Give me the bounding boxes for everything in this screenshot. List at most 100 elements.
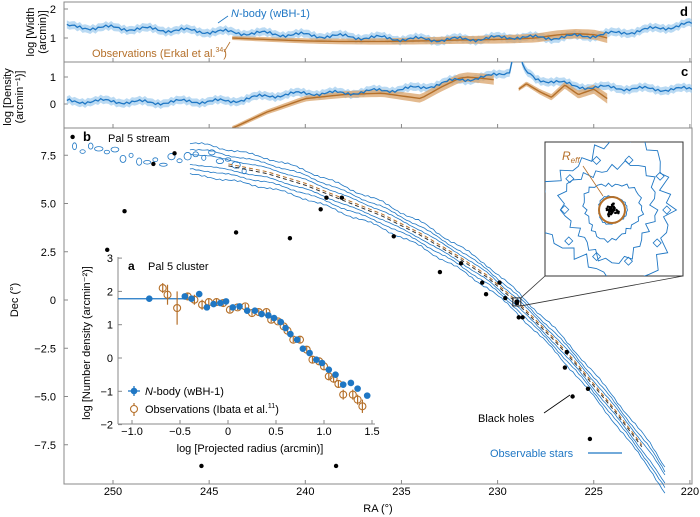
black-hole-point — [339, 195, 345, 200]
y-tick-label: 7.5 — [41, 150, 56, 162]
stream-contour — [189, 153, 666, 476]
black-hole-point — [105, 247, 110, 253]
panel-d-letter: d — [680, 4, 688, 19]
nbody-point — [265, 312, 272, 319]
x-tick-label: 225 — [585, 486, 603, 498]
panel-c-density: 10 — [50, 62, 692, 128]
orbit-dashed-line — [228, 165, 643, 447]
black-holes-label: Black holes — [478, 413, 535, 425]
black-holes-pointer — [543, 394, 571, 414]
black-hole-point — [172, 151, 177, 156]
stream-contour — [189, 173, 666, 494]
black-hole-point — [391, 234, 396, 239]
cluster-star-point — [608, 206, 611, 209]
x-tick-label: 235 — [392, 486, 410, 498]
cluster-zoom-box — [512, 297, 522, 307]
nbody-point — [195, 290, 203, 298]
y-tick-label: 0 — [50, 295, 56, 307]
obs-line — [231, 76, 494, 128]
black-hole-point — [333, 463, 339, 469]
stream-contour-blob — [87, 142, 94, 150]
cluster-zoom-inset — [520, 141, 684, 307]
cluster-star-point — [610, 207, 613, 210]
stream-contour-blob — [152, 157, 159, 163]
x-tick-label: 250 — [104, 486, 122, 498]
d-legend-nbody-pointer — [217, 15, 229, 24]
density-contour-island — [623, 256, 634, 266]
obs-line — [518, 83, 608, 100]
black-hole-point — [151, 161, 156, 167]
panel-b-stream-map: 250 245 240 235 230 225 2207.55.02.50−2.5−5.0−… — [34, 127, 699, 498]
black-hole-point — [562, 365, 568, 370]
nbody-point — [251, 307, 259, 315]
stream-contour-blob — [241, 167, 247, 175]
stream-contour-blob — [128, 152, 134, 158]
y-tick-label: 1 — [50, 33, 56, 45]
cluster-star-point — [605, 207, 608, 210]
panel-a-cluster-profile: −1.0 −0.5 0 0.5 1.0 1.5 3 2 1 0 −1 −2 — [100, 253, 380, 457]
density-contour-island — [662, 205, 672, 215]
cluster-star-point — [610, 211, 614, 215]
stream-contour-blob — [110, 146, 120, 153]
nbody-point — [229, 304, 237, 311]
stream-contour-blob — [183, 152, 192, 161]
y-tick-label: 0 — [107, 353, 113, 365]
y-tick-label: 0 — [50, 99, 56, 111]
density-contour-island — [560, 205, 570, 215]
inset-background — [116, 255, 376, 457]
nbody-point — [222, 298, 230, 305]
obs-uncertainty-band — [518, 81, 608, 104]
x-tick-label: 0.5 — [268, 426, 283, 438]
a-legend-nbody: N-body (wBH-1) — [145, 386, 224, 398]
cluster-star-point — [616, 211, 619, 214]
obs-point — [353, 395, 362, 404]
nbody-point — [313, 356, 320, 363]
nbody-uncertainty-band — [66, 62, 692, 109]
b-xlabel: RA (°) — [363, 503, 392, 515]
obs-point — [173, 303, 182, 313]
stream-contour — [189, 142, 666, 468]
c-ylabel-line2: (arcmin⁻¹)] — [14, 71, 26, 124]
nbody-point — [318, 359, 326, 367]
nbody-point — [293, 336, 301, 343]
panel-frame — [63, 127, 693, 485]
black-hole-point — [122, 209, 127, 214]
stream-contour-blob — [215, 158, 225, 164]
nbody-point — [354, 385, 361, 392]
black-hole-point — [585, 386, 591, 391]
stream-contour-blob — [208, 149, 216, 156]
cluster-star-point — [614, 211, 617, 215]
density-contour-island — [624, 155, 634, 165]
cluster-core — [514, 299, 520, 305]
c-ylabel-line1: log [Density — [2, 68, 14, 126]
b-ylabel: Dec (°) — [9, 283, 21, 317]
orbit-dashed-line — [228, 163, 643, 446]
d-ylabel-line1: log [Width — [25, 8, 37, 57]
zoom-inset-plot — [545, 142, 678, 276]
obs-point — [358, 402, 367, 411]
y-tick-label: −7.5 — [34, 440, 56, 452]
y-tick-label: 2 — [50, 4, 56, 16]
y-tick-label: −1 — [100, 386, 113, 398]
nbody-point — [306, 349, 313, 357]
stream-contour-blob — [72, 142, 77, 151]
density-contour-island — [652, 238, 662, 248]
obs-point — [163, 290, 172, 299]
nbody-point — [332, 371, 339, 378]
a-xlabel: log [Projected radius (arcmin)] — [177, 443, 324, 455]
obs-uncertainty-band — [232, 72, 494, 128]
black-hole-point — [437, 269, 443, 275]
x-tick-label: 230 — [488, 486, 506, 498]
stream-contour-blob — [94, 146, 104, 152]
panel-a-title: Pal 5 cluster — [148, 261, 209, 273]
x-tick-label: −1.0 — [121, 426, 143, 438]
x-tick-label: 1.5 — [364, 426, 379, 438]
stream-contour-blob — [192, 151, 199, 158]
y-tick-label: −2.5 — [34, 343, 56, 355]
panel-b-title: Pal 5 stream — [108, 133, 170, 145]
black-hole-point — [480, 280, 485, 285]
legend-nbody-marker — [130, 387, 138, 395]
y-tick-label: 1 — [107, 320, 113, 332]
nbody-point — [363, 392, 371, 399]
black-hole-point — [233, 230, 239, 235]
